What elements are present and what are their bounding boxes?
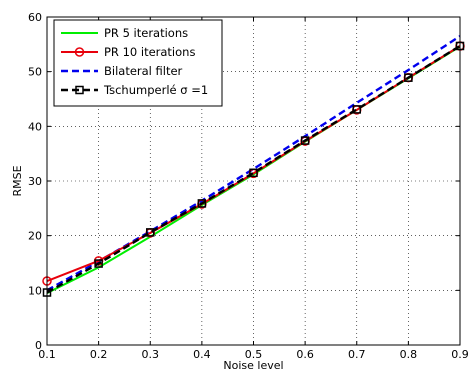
legend-item: PR 10 iterations [61,45,195,59]
y-tick-label: 10 [28,284,42,297]
data-point [94,259,103,268]
y-tick-label: 40 [28,120,42,133]
x-tick-label: 0.4 [193,348,211,361]
y-axis-label: RMSE [11,165,24,196]
legend-marker [75,85,84,95]
legend-item: PR 5 iterations [61,26,188,40]
legend-marker [74,47,85,57]
y-tick-label: 30 [28,175,42,188]
data-point [249,168,258,178]
x-tick-label: 0.2 [90,348,108,361]
series-line [46,44,461,294]
y-tick-label: 20 [28,230,42,243]
x-tick-label: 0.7 [348,348,366,361]
y-tick-label: 0 [35,339,42,352]
legend-label: PR 5 iterations [104,26,188,40]
x-tick-label: 0.1 [38,348,56,361]
x-tick-label: 0.5 [245,348,263,361]
y-tick-label: 50 [28,66,42,79]
x-tick-label: 0.3 [142,348,160,361]
data-point [352,105,361,114]
data-point [404,73,413,82]
x-tick-label: 0.6 [296,348,314,361]
legend-label: Tschumperlé σ =1 [103,83,208,97]
legend-item: Tschumperlé σ =1 [61,83,208,97]
axis-ticks: 0.1 0.2 0.3 0.4 0.5 0.6 0.7 0.8 0.9 0 10 20 30 40 50 60 [28,11,469,361]
legend-item: Bilateral filter [61,64,183,78]
data-point [146,228,155,237]
legend-label: Bilateral filter [104,64,183,78]
data-point [197,199,207,208]
legend: PR 5 iterations PR 10 iterations Bilateral… [53,19,223,107]
y-tick-label: 60 [28,11,42,24]
x-axis-label: Noise level [223,359,283,372]
x-tick-label: 0.8 [400,348,418,361]
legend-label: PR 10 iterations [104,45,195,59]
data-point [300,136,310,145]
x-tick-label: 0.9 [451,348,469,361]
legend-box [53,19,223,107]
series-layer [42,35,465,297]
